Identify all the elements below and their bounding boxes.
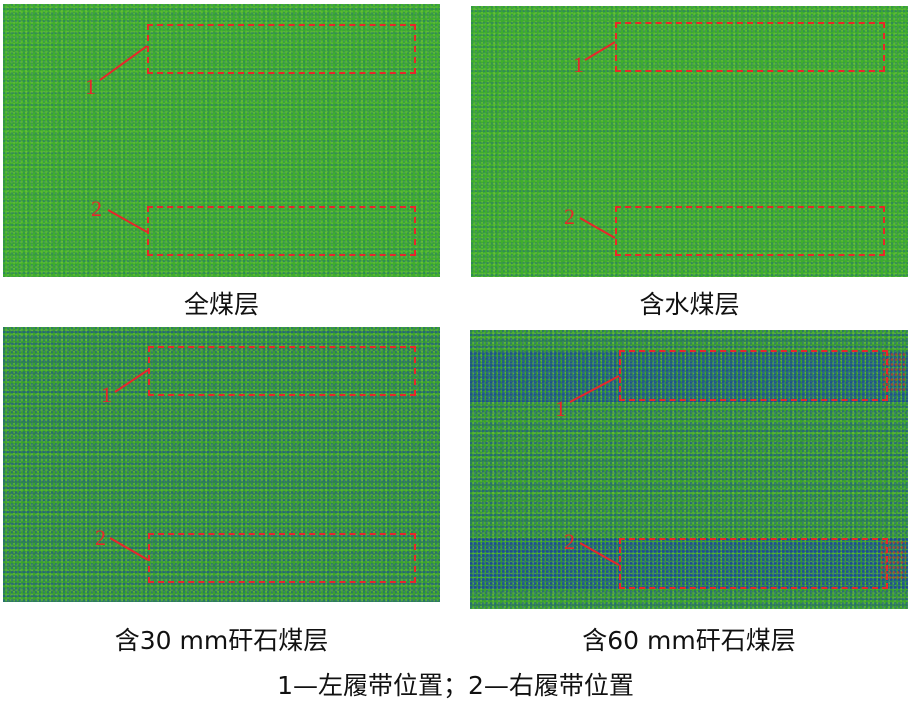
panel-caption: 含60 mm矸石煤层 [582,626,796,655]
edge-speckle [880,540,906,580]
track-box-left [147,24,416,74]
track-band-left [470,352,908,402]
track-label-2: 2 [564,204,575,229]
track-box-left [615,22,885,72]
panel-caption: 全煤层 [183,290,259,319]
track-box-left [619,350,888,401]
track-label-1: 1 [555,396,566,421]
track-label-1: 1 [101,382,112,407]
figure-legend: 1—左履带位置；2—右履带位置 [277,671,634,700]
track-box-right [148,533,416,583]
panel-caption: 含30 mm矸石煤层 [114,626,329,655]
track-label-1: 1 [85,74,96,99]
track-label-2: 2 [564,529,575,554]
track-box-right [619,538,888,589]
image-panel-full-coal [3,4,440,277]
image-panel-30mm-gangue [3,327,440,602]
track-label-2: 2 [95,525,106,550]
image-panel-water-coal [471,6,908,277]
track-box-right [615,206,885,256]
panel-caption: 含水煤层 [639,290,740,319]
track-box-left [148,346,416,396]
track-box-right [147,206,416,256]
track-label-1: 1 [573,52,584,77]
track-band-right [470,538,908,590]
track-label-2: 2 [91,196,102,221]
